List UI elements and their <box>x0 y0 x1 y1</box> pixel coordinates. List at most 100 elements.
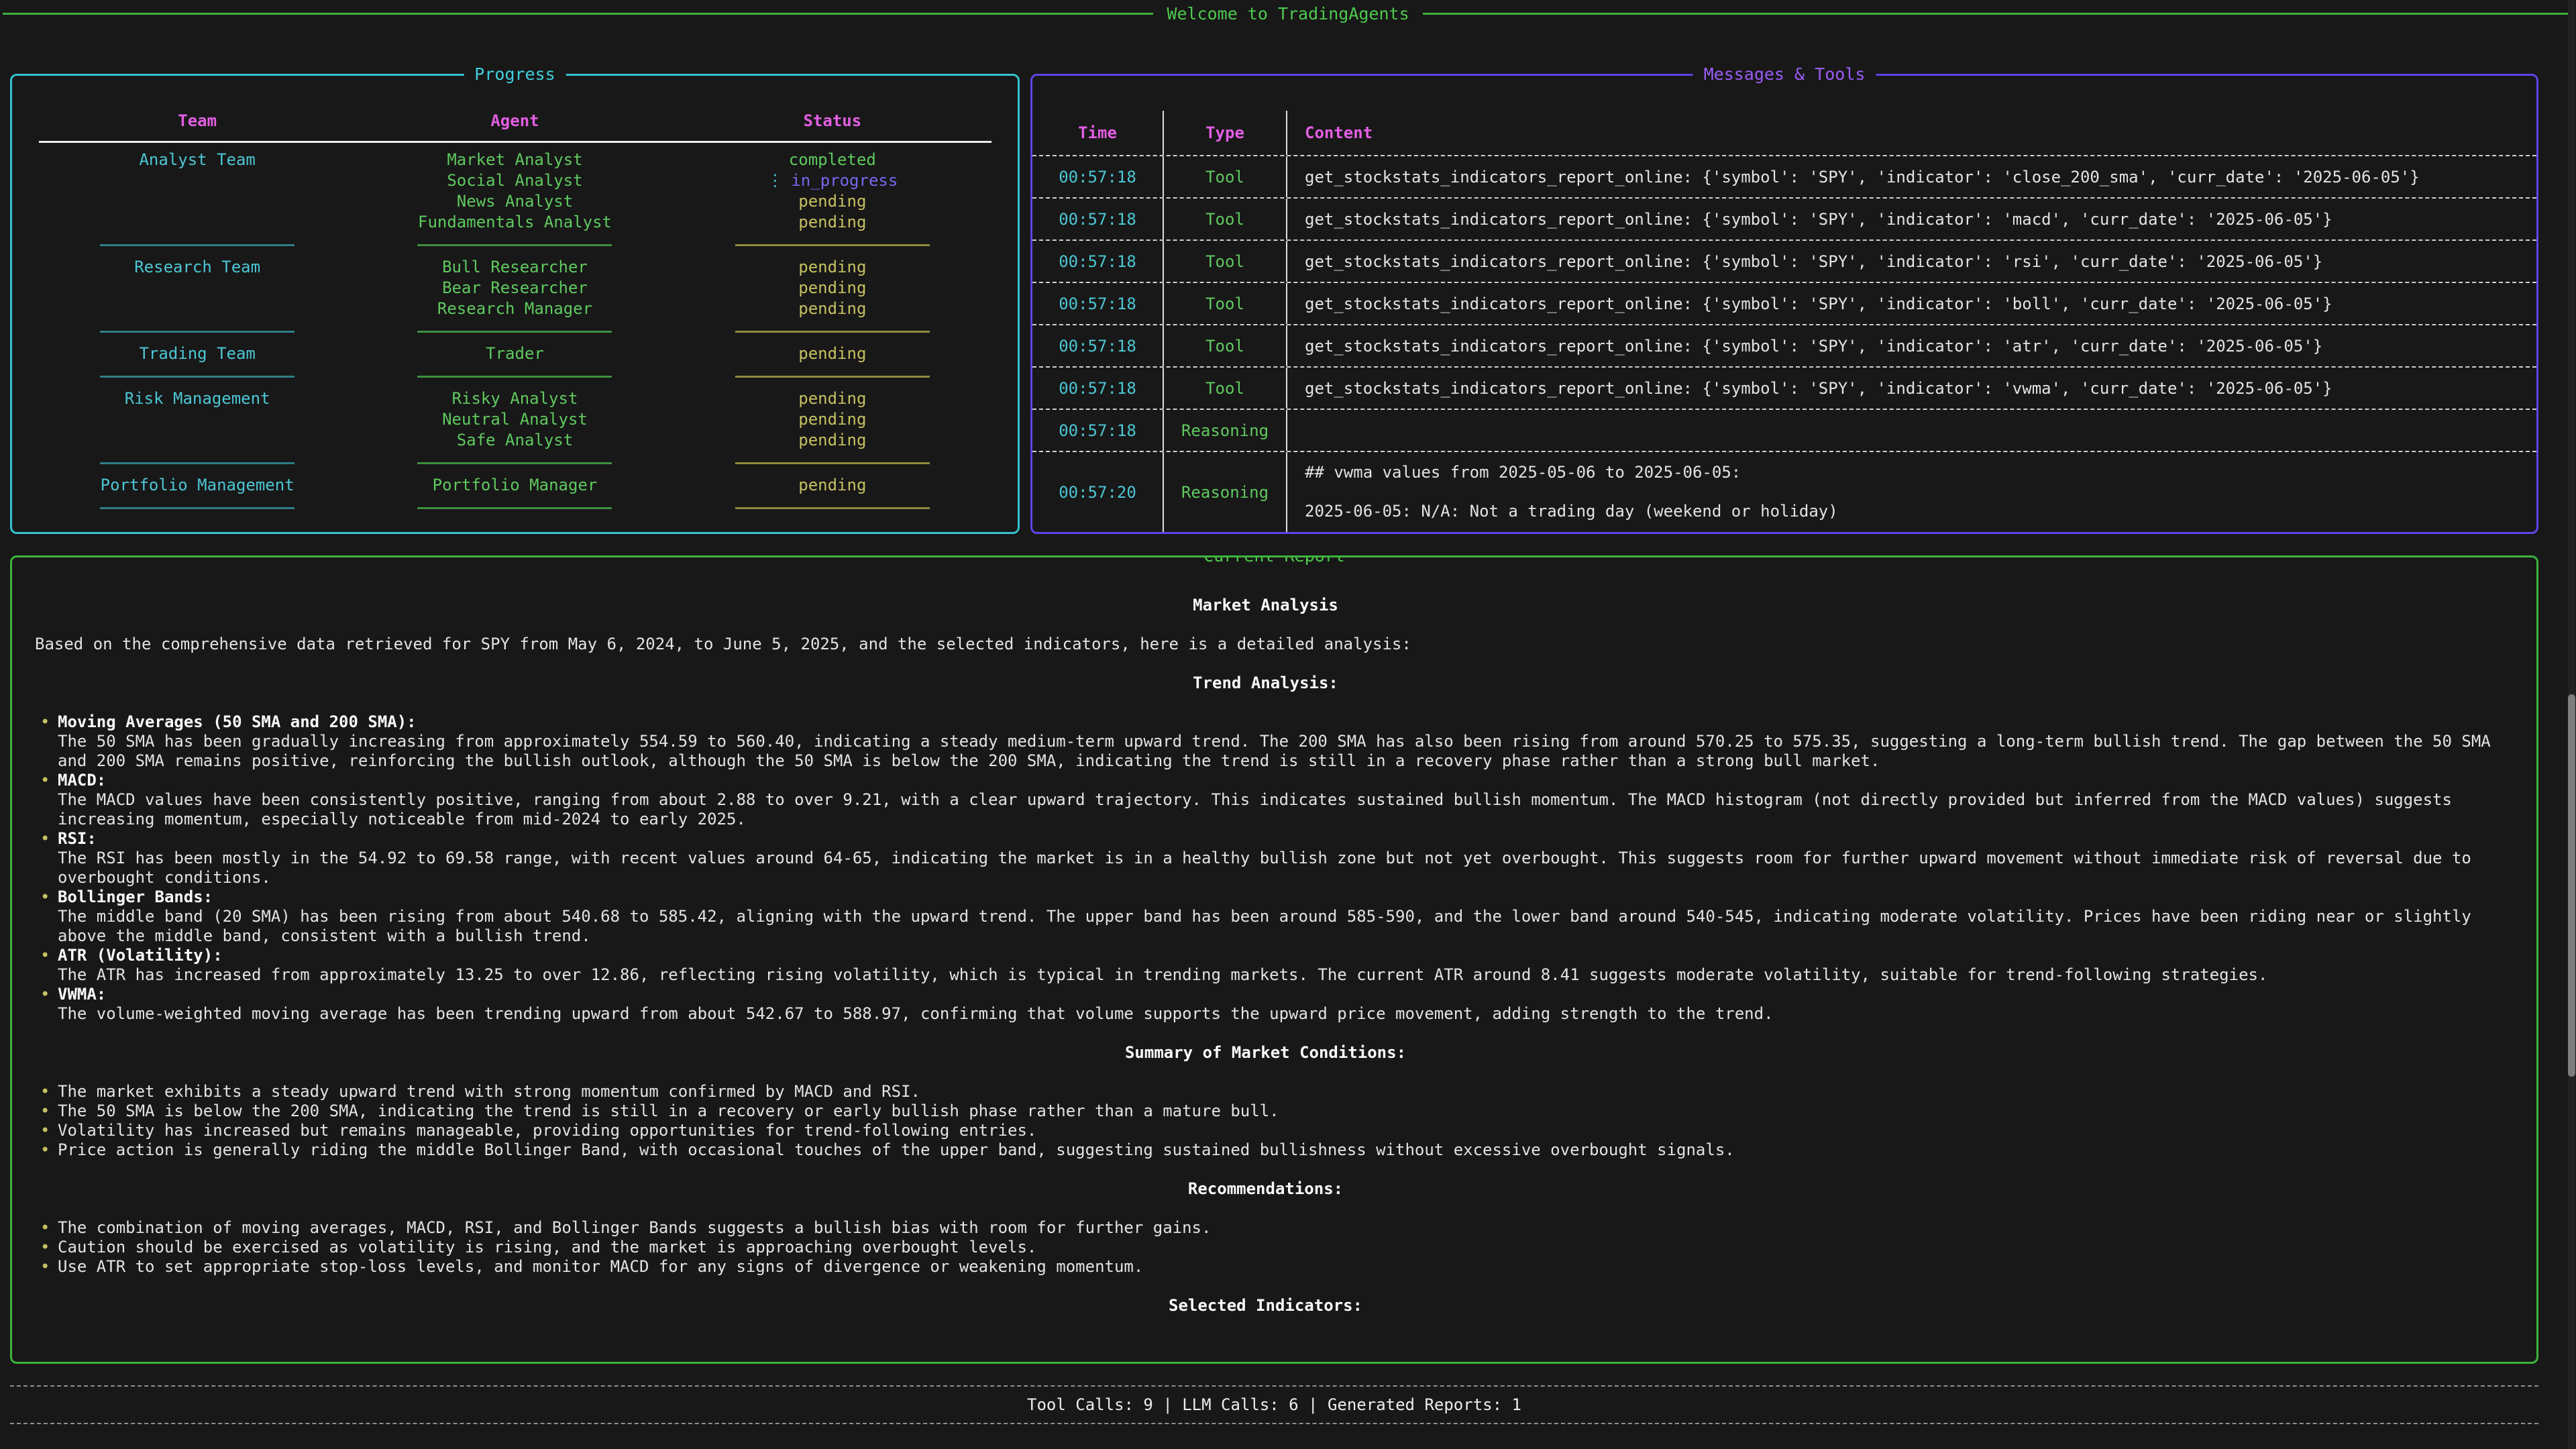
status-text: pending <box>798 431 867 449</box>
bullet-text: The 50 SMA has been gradually increasing… <box>58 732 2491 770</box>
message-type-cell: Tool <box>1164 283 1287 324</box>
progress-row: Safe Analyst pending <box>39 430 991 451</box>
bullet-title: Moving Averages (50 SMA and 200 SMA): <box>58 712 417 731</box>
progress-row: Research Team Bull Researcher pending <box>39 257 991 278</box>
status-separator-line <box>735 244 930 246</box>
status-text: pending <box>798 192 867 211</box>
progress-header-agent: Agent <box>490 111 539 130</box>
progress-group-separator <box>39 319 991 343</box>
team-label: Trading Team <box>139 344 256 363</box>
agent-label: News Analyst <box>456 192 574 211</box>
report-bullet-item: Use ATR to set appropriate stop-loss lev… <box>35 1257 2496 1277</box>
progress-table: Team Agent Status Analyst Team Market Analys… <box>38 111 991 520</box>
agent-label: Fundamentals Analyst <box>418 213 612 231</box>
report-bullet-item: Bollinger Bands:The middle band (20 SMA)… <box>35 888 2496 946</box>
progress-row: Portfolio Management Portfolio Manager pen… <box>39 475 991 496</box>
message-row: 00:57:18 Tool get_stockstats_indicators_re… <box>1032 324 2536 366</box>
message-time-cell: 00:57:20 <box>1032 452 1164 532</box>
message-type-cell: Tool <box>1164 241 1287 282</box>
progress-row: Bear Researcher pending <box>39 278 991 299</box>
message-type-cell: Tool <box>1164 199 1287 239</box>
progress-group-separator <box>39 451 991 475</box>
progress-group-separator <box>39 364 991 388</box>
message-type-cell: Tool <box>1164 325 1287 366</box>
status-label: pending <box>674 388 991 409</box>
bullet-text: The volume-weighted moving average has b… <box>58 1004 1774 1023</box>
message-row: 00:57:18 Tool get_stockstats_indicators_re… <box>1032 197 2536 239</box>
progress-row: Research Manager pending <box>39 299 991 319</box>
team-label <box>39 191 356 212</box>
team-separator-line <box>100 462 295 464</box>
status-text: completed <box>788 150 876 169</box>
status-label: pending <box>674 212 991 233</box>
status-separator-line <box>735 375 930 378</box>
banner-rule-right <box>1422 12 2574 15</box>
status-label: pending <box>674 299 991 319</box>
progress-group-separator <box>39 496 991 520</box>
report-heading: Trend Analysis: <box>1193 674 1338 692</box>
messages-panel: Messages & Tools Time Type Content 00:57:18… <box>1030 64 2538 534</box>
progress-row: Neutral Analyst pending <box>39 409 991 430</box>
welcome-banner: Welcome to TradingAgents <box>0 0 2576 27</box>
status-label: pending <box>674 475 991 496</box>
progress-header-status: Status <box>803 111 862 130</box>
report-bullet-list: The combination of moving averages, MACD… <box>35 1218 2496 1277</box>
message-time-cell: 00:57:18 <box>1032 283 1164 324</box>
progress-panel: Progress Team Agent Status Analyst Team Mark… <box>10 64 1020 534</box>
agent-label: Social Analyst <box>447 171 583 190</box>
messages-header-row: Time Type Content <box>1032 111 2536 155</box>
status-label: pending <box>674 409 991 430</box>
progress-row: Trading Team Trader pending <box>39 343 991 364</box>
status-label: pending <box>674 191 991 212</box>
banner-rule-left <box>3 12 1154 15</box>
message-type-cell: Reasoning <box>1164 452 1287 532</box>
progress-row: Social Analyst ⋮ in_progress <box>39 170 991 191</box>
progress-row: News Analyst pending <box>39 191 991 212</box>
report-panel-title: Current Report <box>1193 557 1356 566</box>
progress-header-row: Team Agent Status <box>39 111 991 131</box>
agent-label: Portfolio Manager <box>432 476 598 494</box>
report-heading: Selected Indicators: <box>1169 1296 1362 1315</box>
bullet-title: RSI: <box>58 829 97 848</box>
team-separator-line <box>100 506 295 509</box>
message-content-cell: get_stockstats_indicators_report_online:… <box>1305 167 2420 186</box>
report-bullet-item: The 50 SMA is below the 200 SMA, indicat… <box>35 1102 2496 1121</box>
bullet-title: VWMA: <box>58 985 107 1004</box>
report-bullet-item: ATR (Volatility):The ATR has increased f… <box>35 946 2496 985</box>
message-type-cell: Tool <box>1164 156 1287 197</box>
status-label: pending <box>674 257 991 278</box>
message-content-cell: get_stockstats_indicators_report_online:… <box>1305 294 2332 313</box>
progress-header-team: Team <box>178 111 217 130</box>
status-text: pending <box>798 476 867 494</box>
team-label <box>39 430 356 451</box>
team-label: Research Team <box>134 258 261 276</box>
agent-label: Trader <box>486 344 544 363</box>
status-label: pending <box>674 278 991 299</box>
status-text: pending <box>798 410 867 429</box>
report-bullet-item: The market exhibits a steady upward tren… <box>35 1082 2496 1102</box>
scrollbar[interactable] <box>2568 0 2575 1449</box>
message-type-cell: Tool <box>1164 368 1287 409</box>
agent-label: Safe Analyst <box>456 431 574 449</box>
message-time-cell: 00:57:18 <box>1032 199 1164 239</box>
current-report-panel: Current Report Market Analysis Based on t… <box>10 555 2538 1364</box>
messages-panel-title: Messages & Tools <box>1693 64 1876 84</box>
message-time-cell: 00:57:18 <box>1032 368 1164 409</box>
message-content-cell: get_stockstats_indicators_report_online:… <box>1305 209 2332 229</box>
status-text: pending <box>798 258 867 276</box>
agent-label: Market Analyst <box>447 150 583 169</box>
agent-label: Bear Researcher <box>442 278 588 297</box>
status-spinner-icon: ⋮ <box>767 171 784 190</box>
status-text: pending <box>798 278 867 297</box>
message-row: 00:57:18 Tool get_stockstats_indicators_re… <box>1032 366 2536 409</box>
status-text: pending <box>798 213 867 231</box>
team-label <box>39 409 356 430</box>
status-label: pending <box>674 430 991 451</box>
scrollbar-thumb[interactable] <box>2568 694 2575 1077</box>
bullet-title: MACD: <box>58 771 107 790</box>
status-text: pending <box>798 299 867 318</box>
messages-table: Time Type Content 00:57:18 Tool get_stockstat… <box>1032 111 2536 532</box>
message-time-cell: 00:57:18 <box>1032 325 1164 366</box>
message-row: 00:57:20 Reasoning ## vwma values from 202… <box>1032 451 2536 532</box>
